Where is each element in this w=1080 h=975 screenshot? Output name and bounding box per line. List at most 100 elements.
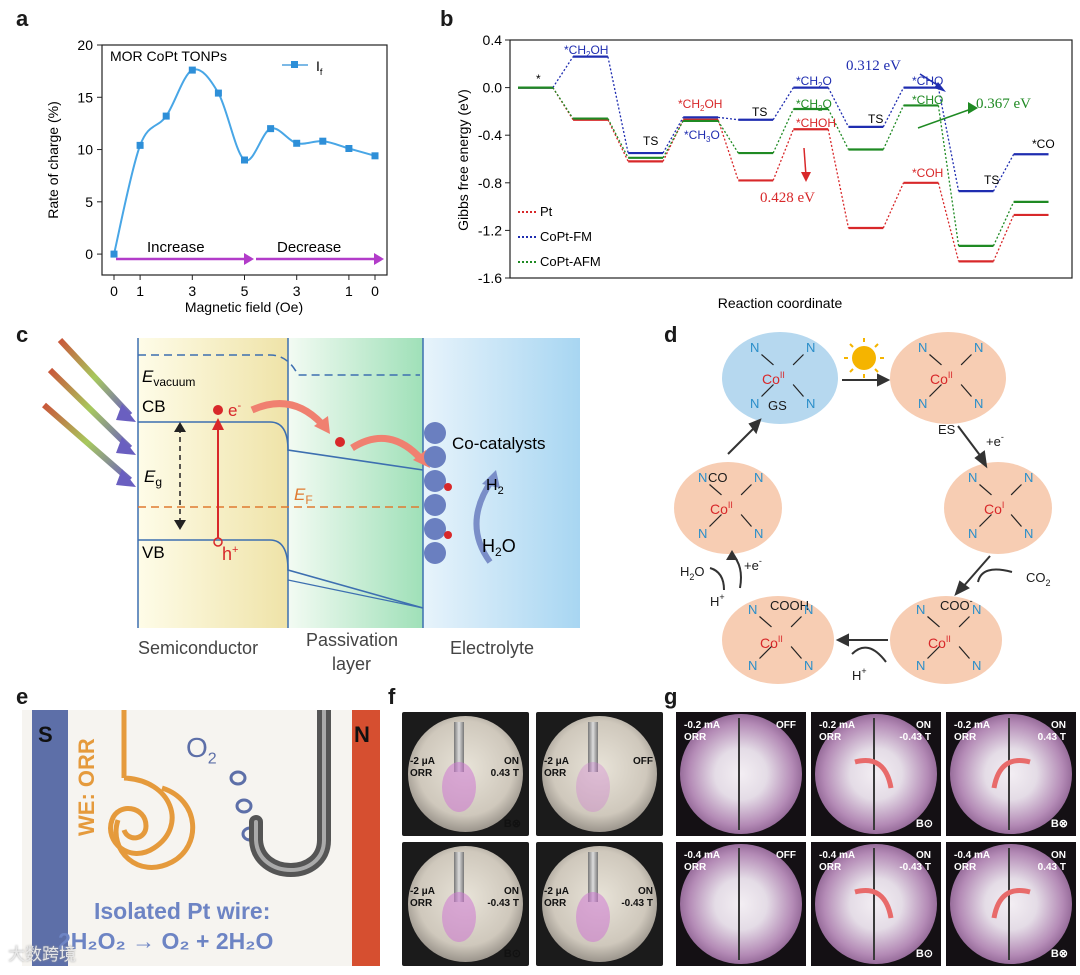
- d-n-ligand: N: [918, 340, 927, 355]
- panel-b-frame: [509, 39, 1073, 279]
- b-link-Pt: [717, 119, 739, 181]
- electrolyte-region: [423, 338, 580, 628]
- panel-label-c: c: [16, 322, 29, 347]
- svg-text:CoII: CoII: [928, 634, 951, 651]
- d-es-label: ES: [938, 422, 956, 437]
- co-adduct-complex: [674, 462, 782, 554]
- panel-c-diagram: Evacuum CB VB Eg EF e- h+ Co-catalysts H…: [42, 337, 580, 674]
- d-h-plus-1: H+: [852, 666, 867, 683]
- panel-e-illustration: S N WE: ORR O2 Isolated Pt wire: 2H₂O₂ →…: [22, 710, 380, 966]
- g-state: OFF: [776, 720, 796, 731]
- electron-dot: [213, 405, 223, 415]
- b-label-coh: *COH: [912, 166, 943, 180]
- f-current: -2 μA: [410, 756, 436, 767]
- a-data-point: [214, 89, 222, 97]
- panel-label-b: b: [440, 6, 454, 31]
- b-legend-fm: CoPt-FM: [540, 229, 592, 244]
- d-h-plus-2: H+: [710, 592, 725, 609]
- b-energy-red-arrow: [803, 147, 807, 177]
- svg-text:CoII: CoII: [710, 500, 733, 517]
- b-ytick-label: -0.4: [478, 127, 502, 143]
- b-label-ts4: TS: [984, 173, 999, 187]
- f-state: ON: [504, 756, 519, 767]
- sun-icon: [844, 338, 884, 378]
- f-photo: -2 μA ORR ON 0.43 T B⊗: [402, 712, 529, 836]
- a-data-point: [319, 137, 327, 145]
- g-orr: ORR: [954, 732, 977, 743]
- svg-text:CoII: CoII: [760, 634, 783, 651]
- d-n-ligand: N: [698, 526, 707, 541]
- g-b-direction: B⊗: [1050, 948, 1068, 960]
- b-link-CoPt-FM: [662, 117, 684, 154]
- f-photo: -2 μA ORR ON -0.43 T: [536, 842, 663, 966]
- d-coo-label: COO-: [940, 596, 973, 613]
- a-ytick-label: 20: [77, 37, 93, 53]
- b-label-ch2o-green: *CH2O: [796, 97, 832, 113]
- panel-label-a: a: [16, 6, 29, 31]
- f-photo: -2 μA ORR OFF: [536, 712, 663, 836]
- panel-a-xlabel: Magnetic field (Oe): [185, 299, 303, 315]
- b-link-CoPt-FM: [992, 153, 1015, 192]
- d-n-ligand: N: [754, 470, 763, 485]
- g-current: -0.2 mA: [684, 720, 721, 731]
- panel-a-ylabel: Rate of charge (%): [45, 101, 61, 219]
- d-n-ligand: N: [974, 340, 983, 355]
- d-n-ligand: N: [750, 340, 759, 355]
- f-orr: ORR: [410, 768, 433, 779]
- b-link-CoPt-FM: [882, 87, 905, 128]
- d-n-ligand: N: [1024, 470, 1033, 485]
- svg-text:CoI: CoI: [984, 500, 1004, 517]
- a-data-point: [345, 145, 353, 152]
- d-n-ligand: N: [1024, 526, 1033, 541]
- panel-a-legend-label: If: [316, 58, 323, 77]
- a-data-point: [110, 250, 118, 258]
- g-current: -0.4 mA: [819, 850, 856, 861]
- c-ef: EF: [294, 485, 313, 507]
- b-ytick-label: 0.4: [483, 32, 503, 48]
- e-n: N: [354, 722, 370, 747]
- es-complex: [890, 332, 1006, 424]
- d-h2o: H2O: [680, 564, 705, 582]
- cooh-complex: [722, 596, 834, 684]
- n-pole: [352, 710, 380, 966]
- a-xtick-label: 5: [241, 283, 249, 299]
- f-current: -2 μA: [544, 886, 570, 897]
- d-coo-co: Co: [928, 635, 946, 651]
- b-label-choh: *CHOH: [796, 116, 836, 130]
- a-data-point: [267, 125, 275, 133]
- d-n-ligand: N: [754, 526, 763, 541]
- f-current: -2 μA: [410, 886, 436, 897]
- d-gs-co: Co: [762, 371, 780, 387]
- a-xtick-label: 1: [136, 283, 144, 299]
- g-state: ON: [1051, 720, 1066, 731]
- b-legend-afm: CoPt-AFM: [540, 254, 601, 269]
- panel-label-g: g: [664, 684, 678, 709]
- coi-complex: [944, 462, 1052, 554]
- semiconductor-region: [138, 338, 288, 628]
- b-link-CoPt-FM: [827, 87, 850, 128]
- c-eg: Eg: [144, 467, 162, 489]
- b-link-CoPt-AFM: [882, 105, 905, 150]
- svg-text:CoII: CoII: [762, 370, 785, 387]
- f-current: -2 μA: [544, 756, 570, 767]
- b-label-co: *CO: [1032, 137, 1055, 151]
- g-orr: ORR: [954, 862, 977, 873]
- b-link-CoPt-AFM: [827, 108, 850, 150]
- d-co-ligand: CO: [708, 470, 728, 485]
- d-n-ligand: N: [916, 602, 925, 617]
- panel-label-d: d: [664, 322, 678, 347]
- a-data-point: [188, 66, 196, 74]
- d-co2: CO2: [1026, 570, 1051, 588]
- a-ytick-label: 10: [77, 142, 93, 158]
- b-link-CoPt-FM: [937, 87, 960, 192]
- d-n-ligand: N: [748, 602, 757, 617]
- a-xtick-label: 0: [110, 283, 118, 299]
- b-link-Pt: [827, 129, 850, 229]
- g-current: -0.4 mA: [684, 850, 721, 861]
- d-n-ligand: N: [972, 658, 981, 673]
- b-label-start: *: [536, 72, 541, 86]
- b-link-Pt: [937, 182, 960, 262]
- spiral-electrode: [108, 710, 175, 856]
- b-link-CoPt-AFM: [717, 120, 739, 154]
- b-label-cho-green: *CHO: [912, 93, 943, 107]
